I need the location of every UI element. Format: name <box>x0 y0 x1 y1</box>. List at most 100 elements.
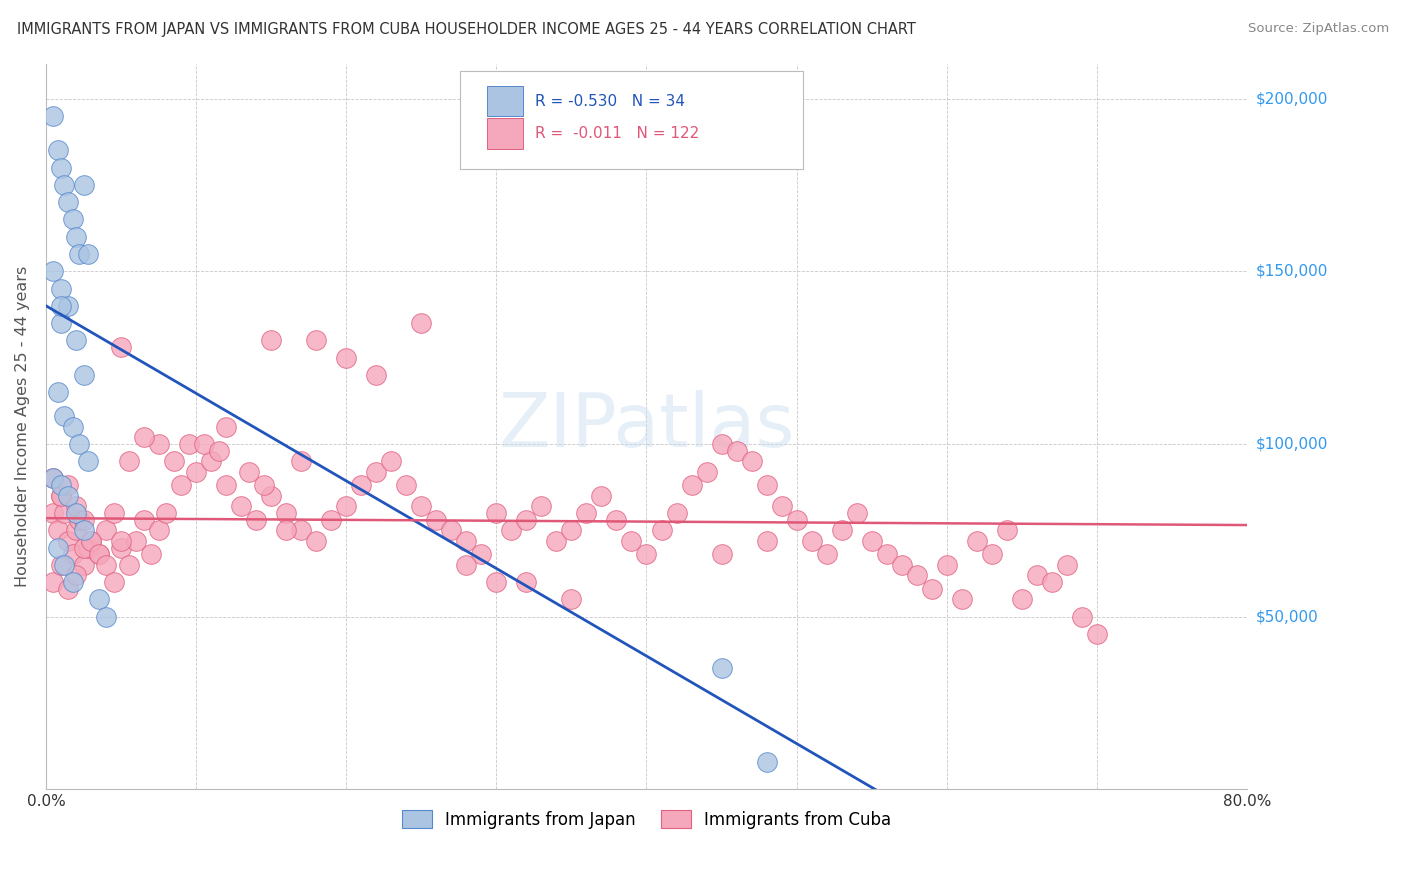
Point <box>560 523 582 537</box>
Point <box>470 548 492 562</box>
Point <box>42 109 65 123</box>
Point <box>46 523 69 537</box>
FancyBboxPatch shape <box>486 119 523 149</box>
Point <box>1070 609 1092 624</box>
Point <box>290 454 312 468</box>
Point <box>605 513 627 527</box>
Point <box>905 568 928 582</box>
Point <box>49 558 72 572</box>
Point <box>741 454 763 468</box>
Point <box>77 541 100 555</box>
Point <box>58 489 80 503</box>
Point <box>485 506 508 520</box>
Point <box>395 478 418 492</box>
Point <box>155 506 177 520</box>
Point <box>170 478 193 492</box>
Point <box>42 471 65 485</box>
Point <box>53 178 76 192</box>
Point <box>46 144 69 158</box>
Point <box>290 523 312 537</box>
Point <box>65 229 87 244</box>
Point <box>321 513 343 527</box>
Point <box>49 161 72 175</box>
Point <box>72 513 94 527</box>
Point <box>62 575 84 590</box>
Point <box>1040 575 1063 590</box>
Point <box>72 178 94 192</box>
Point <box>530 499 553 513</box>
Point <box>132 513 155 527</box>
Point <box>515 575 537 590</box>
Point <box>207 443 229 458</box>
Point <box>49 489 72 503</box>
Point <box>755 478 778 492</box>
Point <box>65 499 87 513</box>
Point <box>786 513 808 527</box>
Text: R = -0.530   N = 34: R = -0.530 N = 34 <box>534 94 685 109</box>
Point <box>62 212 84 227</box>
Point <box>935 558 957 572</box>
Point <box>132 430 155 444</box>
Point <box>620 533 643 548</box>
Point <box>380 454 402 468</box>
Point <box>177 437 200 451</box>
Point <box>1085 627 1108 641</box>
Text: Source: ZipAtlas.com: Source: ZipAtlas.com <box>1249 22 1389 36</box>
Point <box>193 437 215 451</box>
Point <box>546 533 568 548</box>
Point <box>276 506 298 520</box>
Point <box>411 499 433 513</box>
Point <box>72 558 94 572</box>
Point <box>966 533 988 548</box>
Point <box>184 465 207 479</box>
Point <box>350 478 373 492</box>
Point <box>53 506 76 520</box>
Point <box>636 548 658 562</box>
Point <box>238 465 260 479</box>
Point <box>725 443 748 458</box>
Point <box>139 548 162 562</box>
Point <box>665 506 688 520</box>
Point <box>440 523 463 537</box>
Point <box>890 558 912 572</box>
Text: R =  -0.011   N = 122: R = -0.011 N = 122 <box>534 126 699 141</box>
Point <box>305 334 328 348</box>
Point <box>87 548 110 562</box>
Point <box>72 368 94 382</box>
Point <box>80 533 103 548</box>
Point <box>65 334 87 348</box>
Point <box>65 523 87 537</box>
Point <box>67 437 90 451</box>
Point <box>800 533 823 548</box>
Point <box>72 523 94 537</box>
Text: $100,000: $100,000 <box>1256 436 1327 451</box>
Point <box>650 523 672 537</box>
Point <box>215 419 238 434</box>
Point <box>366 368 388 382</box>
Point <box>456 533 478 548</box>
Point <box>755 755 778 769</box>
Point <box>49 478 72 492</box>
Text: $150,000: $150,000 <box>1256 264 1327 278</box>
Point <box>411 316 433 330</box>
Point <box>117 454 139 468</box>
Point <box>845 506 868 520</box>
Point <box>110 340 132 354</box>
Point <box>46 541 69 555</box>
Y-axis label: Householder Income Ages 25 - 44 years: Householder Income Ages 25 - 44 years <box>15 266 30 587</box>
Point <box>117 558 139 572</box>
Point <box>42 264 65 278</box>
Point <box>425 513 447 527</box>
Point <box>58 299 80 313</box>
Point <box>696 465 718 479</box>
Point <box>110 533 132 548</box>
Point <box>681 478 703 492</box>
Point <box>215 478 238 492</box>
Point <box>575 506 598 520</box>
Point <box>67 513 90 527</box>
Point <box>276 523 298 537</box>
Point <box>560 592 582 607</box>
Point <box>110 541 132 555</box>
Point <box>1056 558 1078 572</box>
Point <box>77 247 100 261</box>
